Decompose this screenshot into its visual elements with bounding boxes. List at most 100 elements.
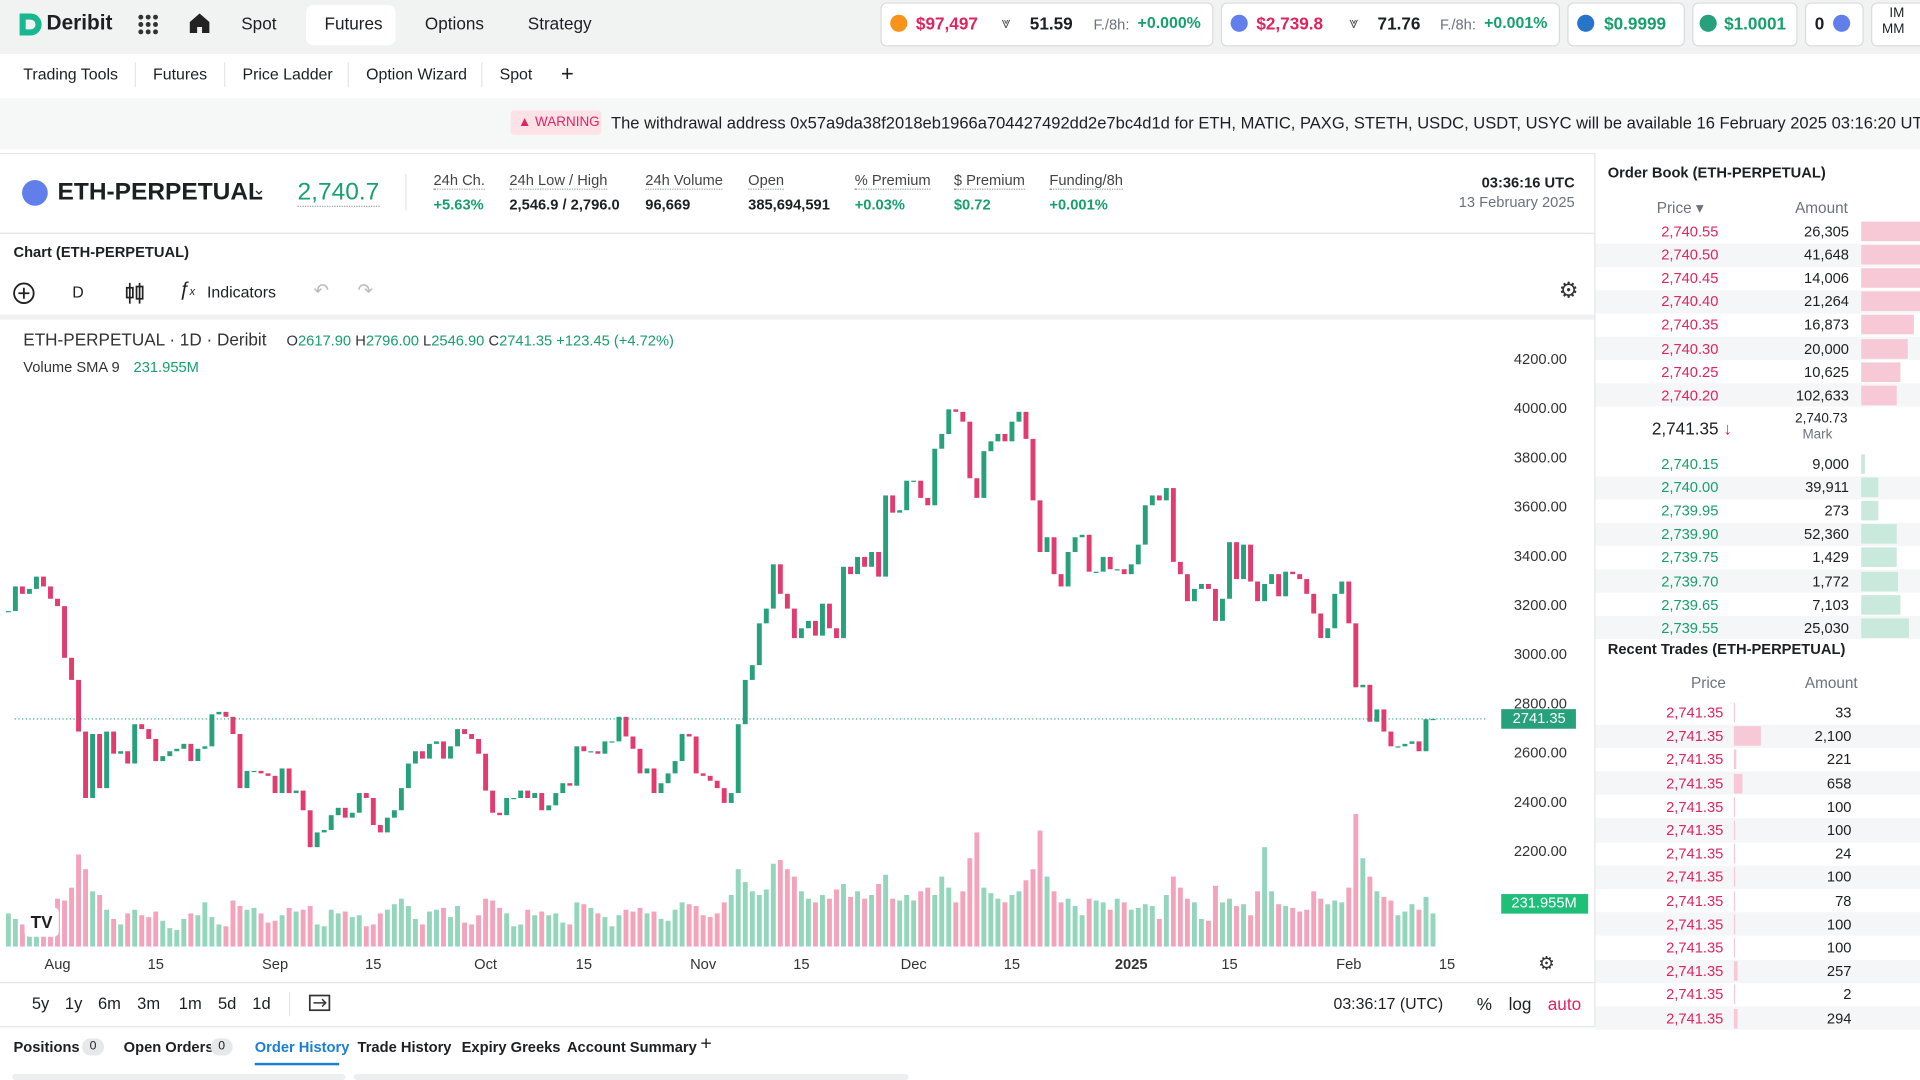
candle [427, 743, 432, 759]
tab[interactable]: Option Wizard [366, 64, 467, 84]
placeholder [353, 1073, 909, 1080]
depth-bar [1861, 594, 1901, 615]
volume-bar [1423, 896, 1429, 947]
auto-toggle[interactable]: auto [1547, 994, 1582, 1014]
range-button[interactable]: 1y [64, 994, 83, 1013]
range-button[interactable]: 3m [137, 994, 161, 1013]
volume-bar [1283, 906, 1289, 947]
margin-box[interactable] [1871, 2, 1920, 47]
tab[interactable]: Trading Tools [23, 64, 118, 84]
add-icon[interactable] [12, 282, 35, 305]
candle [1374, 709, 1380, 722]
nav-item[interactable]: Futures [324, 13, 383, 34]
percent-toggle[interactable]: % [1476, 994, 1492, 1014]
stat-label: Open [748, 171, 785, 190]
candle [518, 790, 524, 798]
candle [651, 768, 657, 794]
volume-bar [665, 920, 671, 947]
candle [820, 603, 825, 636]
ask-price: 2,740.25 [1661, 363, 1719, 381]
volume-bar [167, 928, 173, 947]
tab[interactable]: Spot [499, 64, 533, 84]
ticker[interactable] [880, 2, 1214, 47]
add-tab[interactable]: + [560, 61, 574, 86]
date-range-icon[interactable] [308, 993, 331, 1013]
trade-amount: 100 [1826, 821, 1852, 839]
interval[interactable]: D [72, 282, 84, 302]
col-header[interactable]: Price ▾ [1656, 199, 1704, 217]
range-button[interactable]: 5y [31, 994, 50, 1013]
tv-logo[interactable]: TV [24, 907, 59, 937]
range-button[interactable]: 6m [97, 994, 121, 1013]
volume-bar [812, 902, 818, 947]
candle [1353, 623, 1359, 688]
fx-icon[interactable]: ƒx [178, 279, 196, 300]
redo[interactable]: ↷ [357, 280, 373, 302]
apps-icon[interactable] [137, 13, 159, 35]
volume-bar [960, 891, 966, 947]
volume-bar [1388, 900, 1394, 947]
volume-bar [1241, 904, 1246, 947]
candle [827, 603, 832, 629]
candle [707, 775, 713, 781]
axis-settings[interactable]: ⚙ [1538, 953, 1554, 974]
candle [405, 763, 411, 789]
range-button[interactable]: 5d [217, 994, 237, 1013]
trade-amount: 2,100 [1814, 727, 1852, 745]
candle [630, 736, 636, 749]
home-icon[interactable] [189, 12, 211, 34]
range-button[interactable]: 1d [252, 994, 271, 1013]
stat-label: 24h Low / High [509, 171, 608, 190]
candle [1220, 598, 1225, 621]
volume-bar [1381, 896, 1387, 947]
candle [356, 793, 362, 813]
log-toggle[interactable]: log [1508, 994, 1532, 1014]
y-tick-label: 4200.00 [1514, 352, 1567, 368]
ticker[interactable] [1220, 2, 1560, 47]
candle [1388, 731, 1394, 747]
volume-bar [756, 895, 762, 947]
candle [1262, 583, 1268, 602]
bottom-tab[interactable]: Positions [13, 1038, 80, 1056]
trade-price: 2,741.35 [1666, 939, 1724, 957]
ask-price: 2,740.20 [1661, 386, 1719, 404]
add-tab[interactable]: + [700, 1033, 712, 1055]
undo[interactable]: ↶ [313, 280, 329, 302]
settings[interactable]: ⚙ [1558, 277, 1579, 303]
candle [841, 566, 846, 639]
volume-bar [1156, 918, 1162, 947]
candle [735, 724, 741, 794]
candle [1255, 581, 1261, 602]
nav-item[interactable]: Options [424, 13, 484, 34]
bottom-tab[interactable]: Open Orders [123, 1038, 214, 1056]
range-button[interactable]: 1m [178, 994, 202, 1013]
dropdown-caret[interactable]: ⌄ [252, 180, 266, 199]
trade-amount: 24 [1835, 845, 1852, 863]
volume-bar [237, 906, 243, 947]
bottom-tab[interactable]: Account Summary [566, 1038, 697, 1056]
volume-bar [1248, 915, 1253, 947]
bottom-tab[interactable]: Trade History [357, 1038, 452, 1056]
indicators[interactable]: Indicators [206, 282, 276, 302]
candle [48, 586, 53, 599]
instrument-name[interactable]: ETH-PERPETUAL [57, 178, 264, 206]
candle [1065, 552, 1071, 587]
stat-label: 24h Ch. [433, 171, 485, 190]
nav-item[interactable]: Strategy [527, 13, 592, 34]
coin-icon [1699, 14, 1717, 32]
y-tick-label: 3800.00 [1514, 450, 1567, 466]
volume-bar [1297, 911, 1303, 947]
candle [609, 741, 615, 743]
ask-amount: 20,000 [1804, 339, 1849, 357]
tab[interactable]: Futures [153, 64, 208, 84]
candle [1276, 574, 1282, 597]
nav-item[interactable]: Spot [241, 13, 277, 34]
volume-bar [286, 907, 292, 947]
bottom-tab[interactable]: Expiry Greeks [461, 1038, 561, 1056]
bottom-tab[interactable]: Order History [254, 1038, 350, 1056]
trade-price: 2,741.35 [1666, 751, 1724, 769]
eth-icon [22, 180, 48, 206]
tab[interactable]: Price Ladder [242, 64, 333, 84]
candle-icon[interactable] [124, 282, 146, 305]
candle [370, 797, 376, 826]
